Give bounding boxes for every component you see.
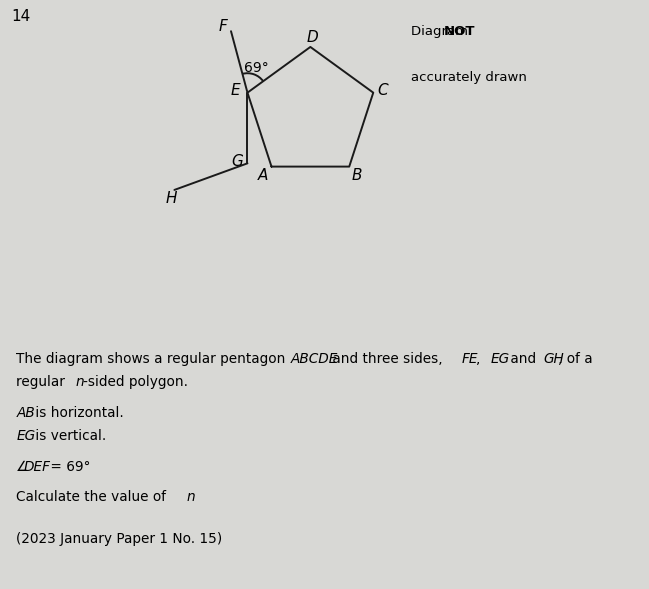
- Text: EG: EG: [16, 429, 35, 443]
- Text: NOT: NOT: [444, 25, 475, 38]
- Text: and three sides,: and three sides,: [328, 352, 447, 366]
- Text: n: n: [187, 490, 195, 504]
- Text: D: D: [306, 29, 318, 45]
- Text: -sided polygon.: -sided polygon.: [83, 375, 188, 389]
- Text: is vertical.: is vertical.: [31, 429, 106, 443]
- Text: and: and: [506, 352, 541, 366]
- Text: (2023 January Paper 1 No. 15): (2023 January Paper 1 No. 15): [16, 532, 223, 547]
- Text: EG: EG: [491, 352, 510, 366]
- Text: H: H: [166, 191, 177, 206]
- Text: C: C: [378, 84, 389, 98]
- Text: B: B: [352, 168, 362, 183]
- Text: A: A: [258, 168, 268, 183]
- Text: ∠: ∠: [16, 459, 29, 474]
- Text: 14: 14: [12, 9, 31, 24]
- Text: The diagram shows a regular pentagon: The diagram shows a regular pentagon: [16, 352, 290, 366]
- Text: accurately drawn: accurately drawn: [411, 71, 527, 84]
- Text: n: n: [75, 375, 84, 389]
- Text: F: F: [219, 19, 228, 35]
- Text: Calculate the value of: Calculate the value of: [16, 490, 171, 504]
- Text: ABCDE: ABCDE: [291, 352, 338, 366]
- Text: DEF: DEF: [23, 459, 51, 474]
- Text: is horizontal.: is horizontal.: [31, 406, 124, 419]
- Text: G: G: [232, 154, 243, 168]
- Text: GH: GH: [543, 352, 564, 366]
- Text: = 69°: = 69°: [46, 459, 90, 474]
- Text: AB: AB: [16, 406, 35, 419]
- Text: regular: regular: [16, 375, 69, 389]
- Text: , of a: , of a: [557, 352, 593, 366]
- Text: E: E: [230, 84, 240, 98]
- Text: Diagram: Diagram: [411, 25, 472, 38]
- Text: ,: ,: [476, 352, 485, 366]
- Text: 69°: 69°: [244, 61, 269, 75]
- Text: FE: FE: [461, 352, 478, 366]
